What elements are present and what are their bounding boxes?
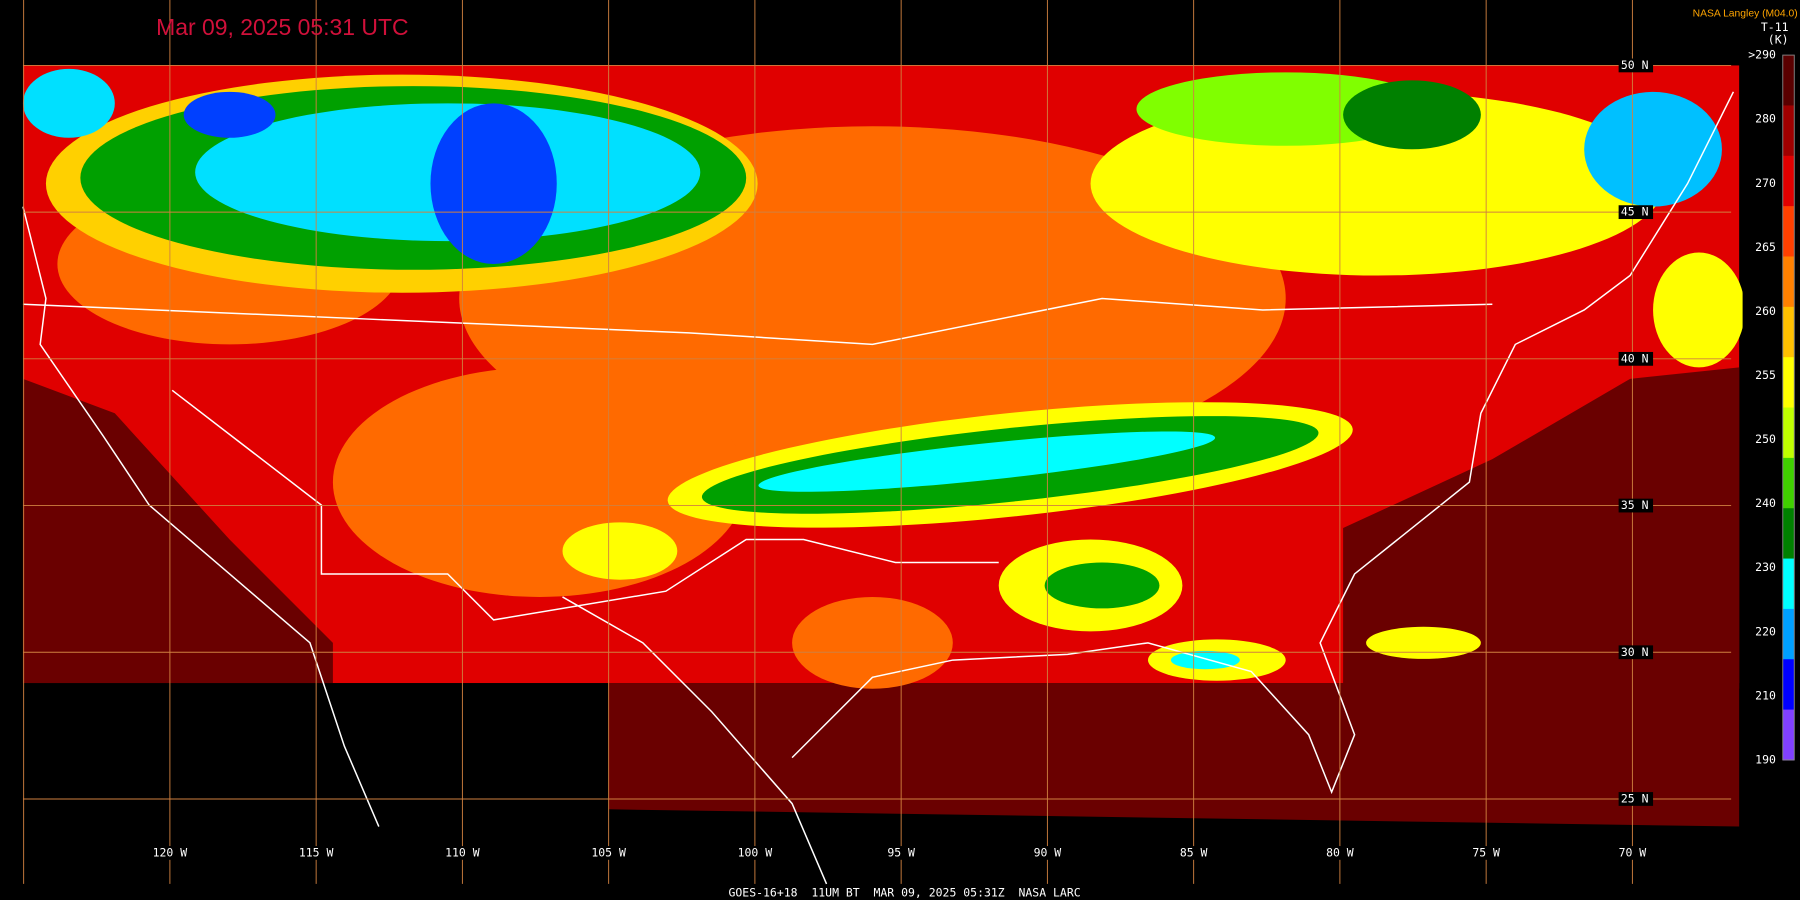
footer-bar [0,886,1800,900]
lon-label-bg [1466,846,1506,860]
lon-label-bg [1027,846,1067,860]
colorbar-tick-label: 230 [1755,560,1776,574]
colorbar-segment [1782,357,1795,409]
lon-label-bg [1174,846,1214,860]
colorbar-tick-label: 210 [1755,688,1776,702]
colorbar-tick-label: >290 [1748,48,1776,62]
colorbar-segment [1782,256,1795,308]
colorbar-segment [1782,55,1795,107]
lat-label: 35 N [1621,498,1649,512]
colorbar-segment [1782,306,1795,358]
credit: NASA Langley (M04.0) [1693,9,1798,20]
field-cyan [1170,650,1240,670]
field-green [1343,80,1481,150]
lon-label-bg [589,846,629,860]
lon-label-bg [442,846,482,860]
lat-label: 25 N [1621,791,1649,805]
border [171,389,999,621]
colorbar-segment [1782,105,1795,157]
lat-label-bg [1618,645,1654,660]
field-yellow [1366,626,1481,659]
lon-label: 95 W [887,845,915,859]
field-gulf [608,683,1740,827]
colorbar-segment [1782,659,1795,711]
colorbar-tick-label: 255 [1755,368,1776,382]
field-green [1044,562,1160,609]
field-yellow [1653,252,1745,368]
timestamp-title: Mar 09, 2025 05:31 UTC [156,14,408,40]
lon-label: 90 W [1034,845,1062,859]
lat-label-bg [1618,498,1654,513]
colorbar-segment [1782,407,1795,459]
lon-label-bg [150,846,190,860]
colorbar-segment [1782,206,1795,258]
colorbar-tick-label: 190 [1755,752,1776,766]
lon-label-bg [735,846,775,860]
lon-label: 105 W [591,845,626,859]
graticule [22,0,1732,884]
colorbar-segment [1782,155,1795,207]
lat-label: 50 N [1621,58,1649,72]
colorbar-segment [1782,508,1795,560]
colorbar-segment [1782,608,1795,660]
lon-label-bg [1612,846,1652,860]
field-blue [183,91,276,138]
lat-label: 30 N [1621,645,1649,659]
colorbar-segment [1782,558,1795,610]
colorbar: >290 280 270 265 260 255 250 240 230 220 210 190 [1748,48,1795,766]
field-blue [430,103,557,265]
lon-label: 80 W [1326,845,1354,859]
colorbar-frame [1782,54,1795,761]
lon-label: 100 W [738,845,773,859]
field-atlantic [1343,367,1740,689]
colorbar-unit: (K) [1768,33,1789,47]
lon-label-bg [1320,846,1360,860]
colorbar-tick-label: 280 [1755,112,1776,126]
coastlines [22,91,1735,885]
colorbar-segment [1782,457,1795,509]
colorbar-tick-label: 250 [1755,432,1776,446]
lon-label: 120 W [153,845,188,859]
colorbar-tick-label: 265 [1755,240,1776,254]
cloud-band [667,402,1353,528]
lon-label: 85 W [1180,845,1208,859]
colorbar-tick-label: 240 [1755,496,1776,510]
lon-label: 110 W [445,845,480,859]
field-cyan [1584,91,1722,207]
lat-label: 45 N [1621,205,1649,219]
lon-label: 115 W [299,845,334,859]
colorbar-tick-label: 270 [1755,176,1776,190]
colorbar-tick-label: 220 [1755,624,1776,638]
lat-label-bg [1618,351,1654,366]
lat-label: 40 N [1621,351,1649,365]
colorbar-label: T-11 [1761,20,1789,34]
border [22,297,1493,346]
field-orange [792,596,953,689]
band-cyan [758,431,1216,492]
footer: GOES-16+18 11UM BT MAR 09, 2025 05:31Z N… [729,886,1081,900]
lon-label-bg [296,846,336,860]
lat-label-bg [1618,792,1654,806]
field-yellow [562,522,678,580]
field-orange [332,367,747,597]
gulf-west-coast [562,596,828,885]
colorbar-tick-label: 260 [1755,304,1776,318]
lon-label: 75 W [1472,845,1500,859]
lat-label-bg [1618,205,1654,220]
field-cyan [22,68,115,138]
colorbar-segment [1782,709,1795,761]
field-pacific [22,378,333,684]
east-coast [791,91,1735,795]
lon-label: 70 W [1619,845,1647,859]
lat-label-bg [1618,58,1654,73]
lon-label-bg [881,846,921,860]
